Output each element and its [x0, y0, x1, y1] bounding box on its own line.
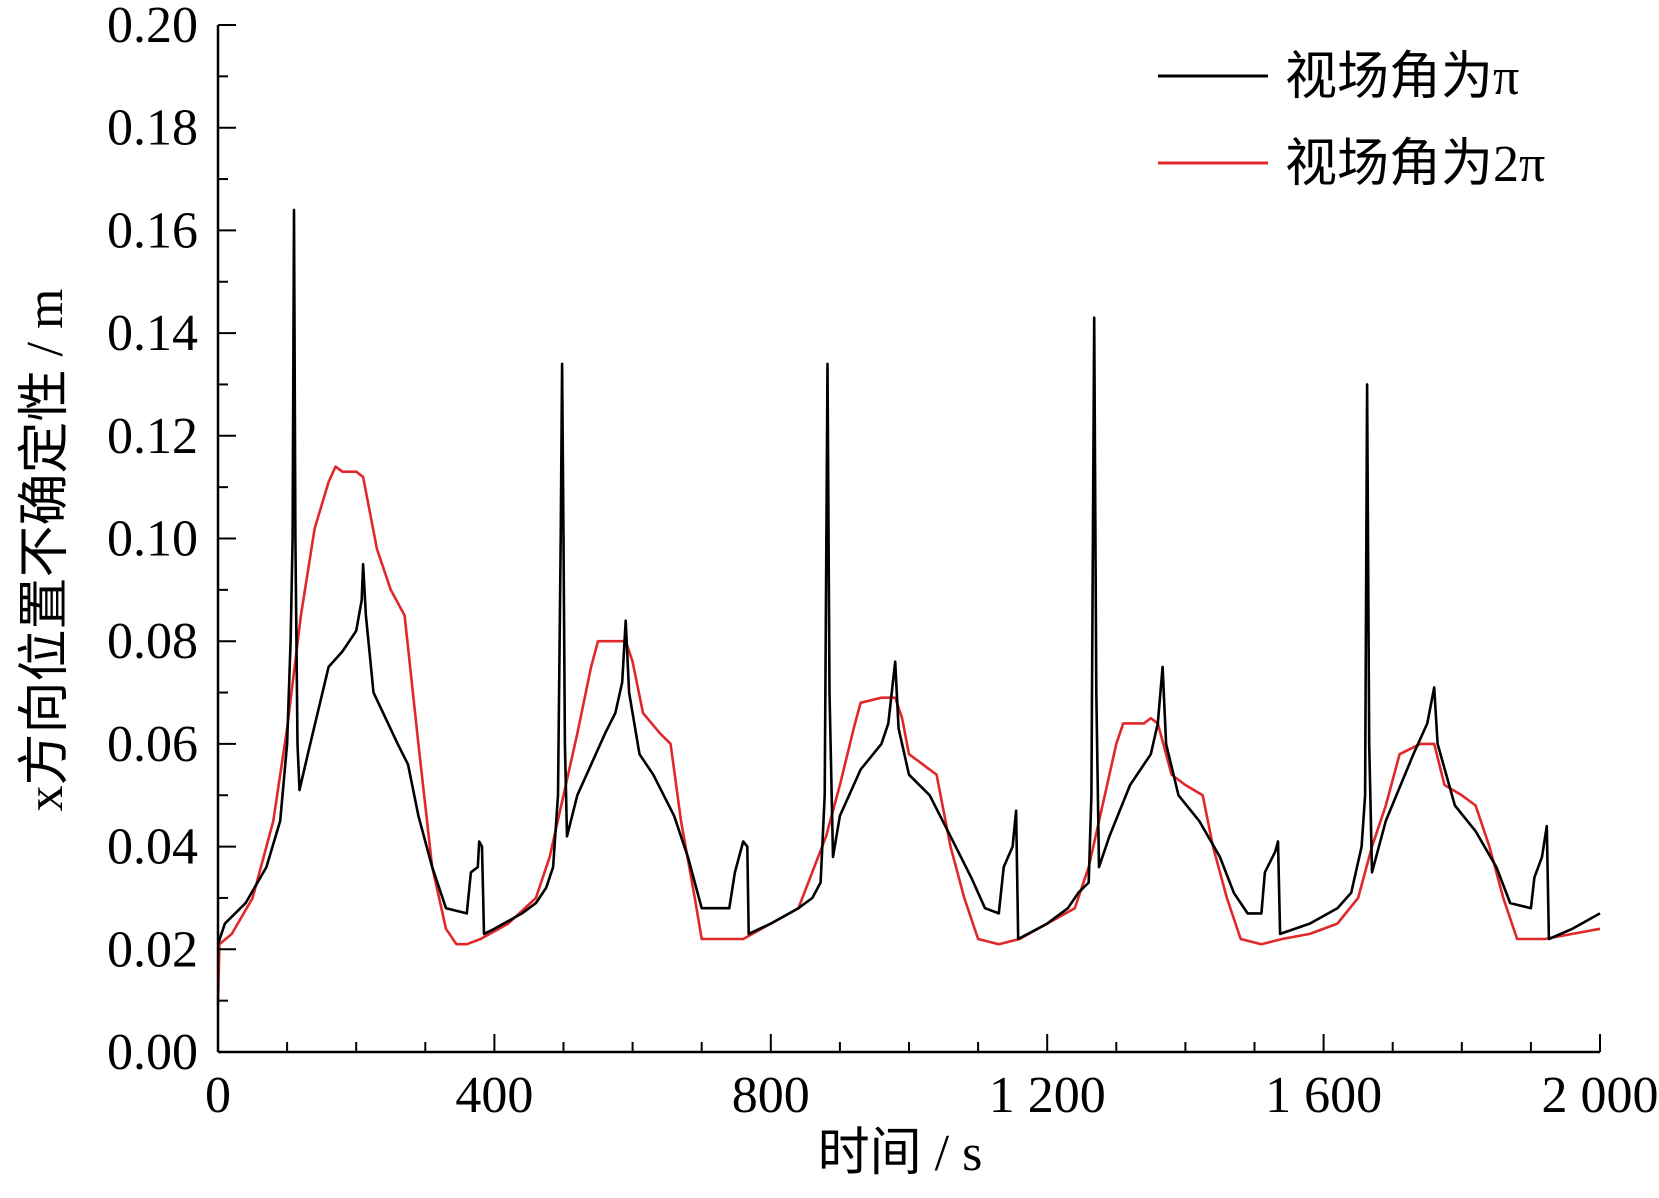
legend-label-pi: 视场角为π	[1285, 49, 1519, 106]
y-tick-label: 0.02	[107, 921, 198, 978]
legend: 视场角为π 视场角为2π	[1158, 49, 1545, 193]
x-axis-title: 时间 / s	[818, 1125, 983, 1182]
x-tick-label: 0	[205, 1067, 231, 1124]
series-line-2pi	[216, 465, 1601, 1006]
x-tick-label: 1 200	[989, 1067, 1106, 1124]
x-tick-label: 2 000	[1542, 1067, 1659, 1124]
y-tick-label: 0.10	[107, 511, 198, 568]
y-tick-label: 0.06	[107, 716, 198, 773]
x-tick-label: 400	[455, 1067, 533, 1124]
y-tick-label: 0.04	[107, 819, 198, 876]
tick-marks	[217, 24, 1601, 1053]
series-line-pi	[216, 208, 1601, 945]
x-tick-label: 1 600	[1265, 1067, 1382, 1124]
tick-labels: 0 400 800 1 200 1 600 2 000 0.00 0.02 0.04 0.06 0.…	[107, 0, 1659, 1124]
series-layer	[216, 208, 1601, 1006]
legend-label-2pi: 视场角为2π	[1285, 136, 1545, 193]
y-tick-label: 0.16	[107, 202, 198, 259]
y-tick-label: 0.14	[107, 305, 198, 362]
y-tick-label: 0.20	[107, 0, 198, 54]
y-tick-label: 0.08	[107, 613, 198, 670]
x-tick-label: 800	[732, 1067, 810, 1124]
y-tick-label: 0.00	[107, 1024, 198, 1081]
y-axis-title: x方向位置不确定性 / m	[17, 289, 74, 812]
y-tick-label: 0.12	[107, 408, 198, 465]
y-tick-label: 0.18	[107, 100, 198, 157]
